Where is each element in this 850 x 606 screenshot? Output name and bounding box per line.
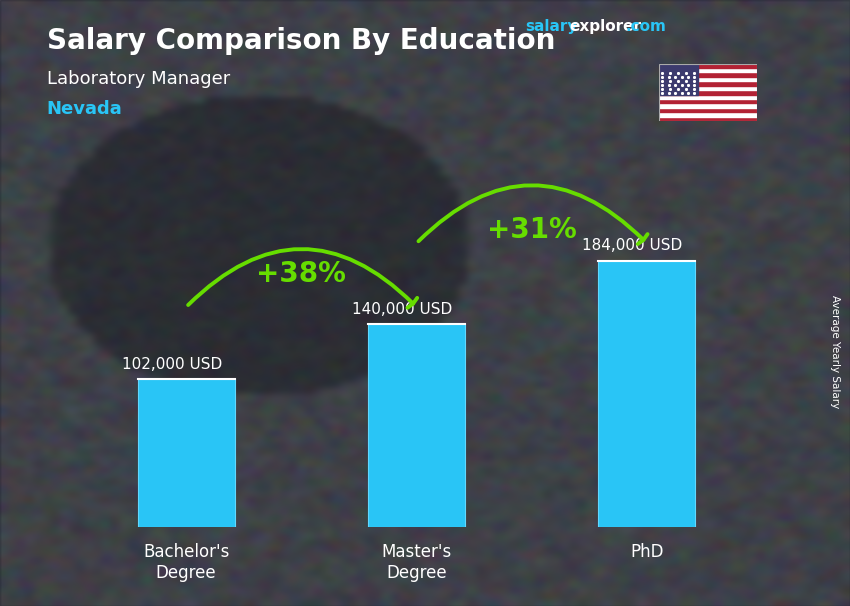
Bar (598, 261, 695, 527)
Text: Average Yearly Salary: Average Yearly Salary (830, 295, 840, 408)
Text: explorer: explorer (570, 19, 642, 35)
Bar (659, 64, 756, 68)
Bar (659, 64, 698, 95)
Bar (659, 81, 756, 86)
Bar (659, 99, 756, 104)
Bar (659, 90, 756, 95)
Text: salary: salary (525, 19, 578, 35)
Bar (659, 112, 756, 117)
Bar (659, 104, 756, 108)
Text: Salary Comparison By Education: Salary Comparison By Education (47, 27, 555, 55)
Bar (659, 117, 756, 121)
Bar (659, 95, 756, 99)
Text: Laboratory Manager: Laboratory Manager (47, 70, 230, 88)
Bar (659, 77, 756, 81)
Bar (368, 324, 465, 527)
Bar (138, 379, 235, 527)
Bar (659, 68, 756, 73)
Text: .com: .com (626, 19, 666, 35)
Bar (659, 108, 756, 112)
Text: 102,000 USD: 102,000 USD (122, 357, 222, 372)
Text: +38%: +38% (257, 259, 346, 288)
Text: +31%: +31% (487, 216, 576, 244)
Bar (659, 73, 756, 77)
Text: 184,000 USD: 184,000 USD (582, 238, 683, 253)
Text: 140,000 USD: 140,000 USD (352, 302, 452, 317)
Text: Nevada: Nevada (47, 100, 122, 118)
Bar (659, 86, 756, 90)
